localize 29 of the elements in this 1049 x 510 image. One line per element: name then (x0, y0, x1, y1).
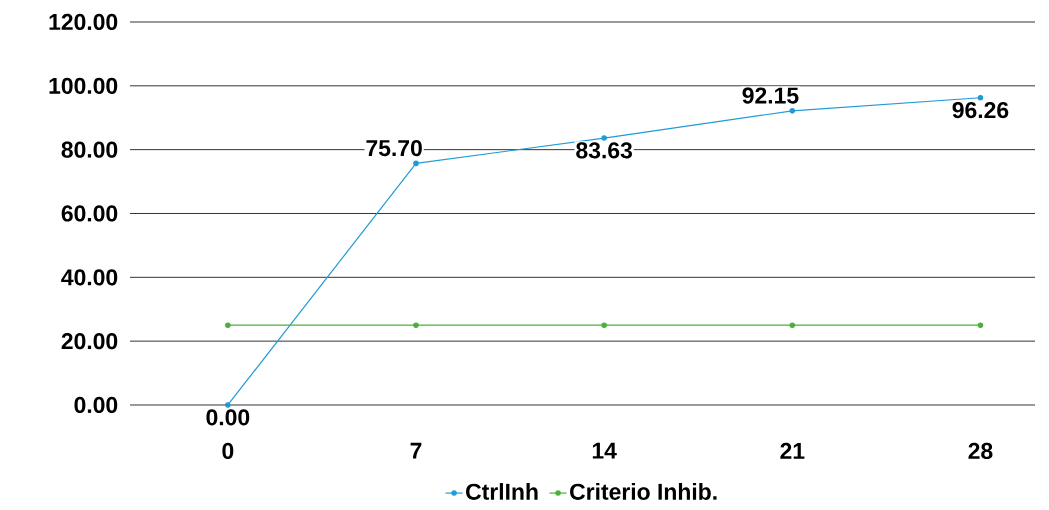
y-tick-label: 120.00 (49, 13, 118, 31)
y-tick-label: 100.00 (49, 77, 118, 94)
x-tick-label: 28 (968, 442, 993, 460)
data-label: 0.00 (206, 409, 250, 426)
legend-label: Criterio Inhib. (570, 483, 717, 500)
y-tick-label: 80.00 (61, 141, 118, 158)
point (413, 160, 419, 167)
point (225, 322, 231, 328)
x-tick-label: 21 (780, 442, 805, 459)
data-label: 92.15 (742, 87, 799, 104)
point (413, 322, 419, 328)
point (977, 322, 984, 328)
data-label: 83.63 (576, 142, 632, 159)
y-tick-label: 0.00 (74, 396, 118, 414)
legend-label: CtrlInh (466, 483, 538, 500)
point (789, 322, 796, 328)
point (601, 135, 607, 141)
point (225, 402, 231, 408)
data-label: 96.26 (952, 101, 1009, 119)
data-label: 75.70 (366, 139, 422, 157)
y-tick-label: 60.00 (61, 205, 118, 222)
y-tick-label: 20.00 (61, 333, 118, 350)
point (601, 322, 607, 328)
x-tick-label: 14 (592, 442, 617, 459)
x-tick-label: 7 (410, 442, 422, 459)
point (977, 94, 984, 101)
point (789, 108, 796, 114)
y-tick-label: 40.00 (61, 269, 118, 286)
x-tick-label: 0 (222, 442, 234, 460)
